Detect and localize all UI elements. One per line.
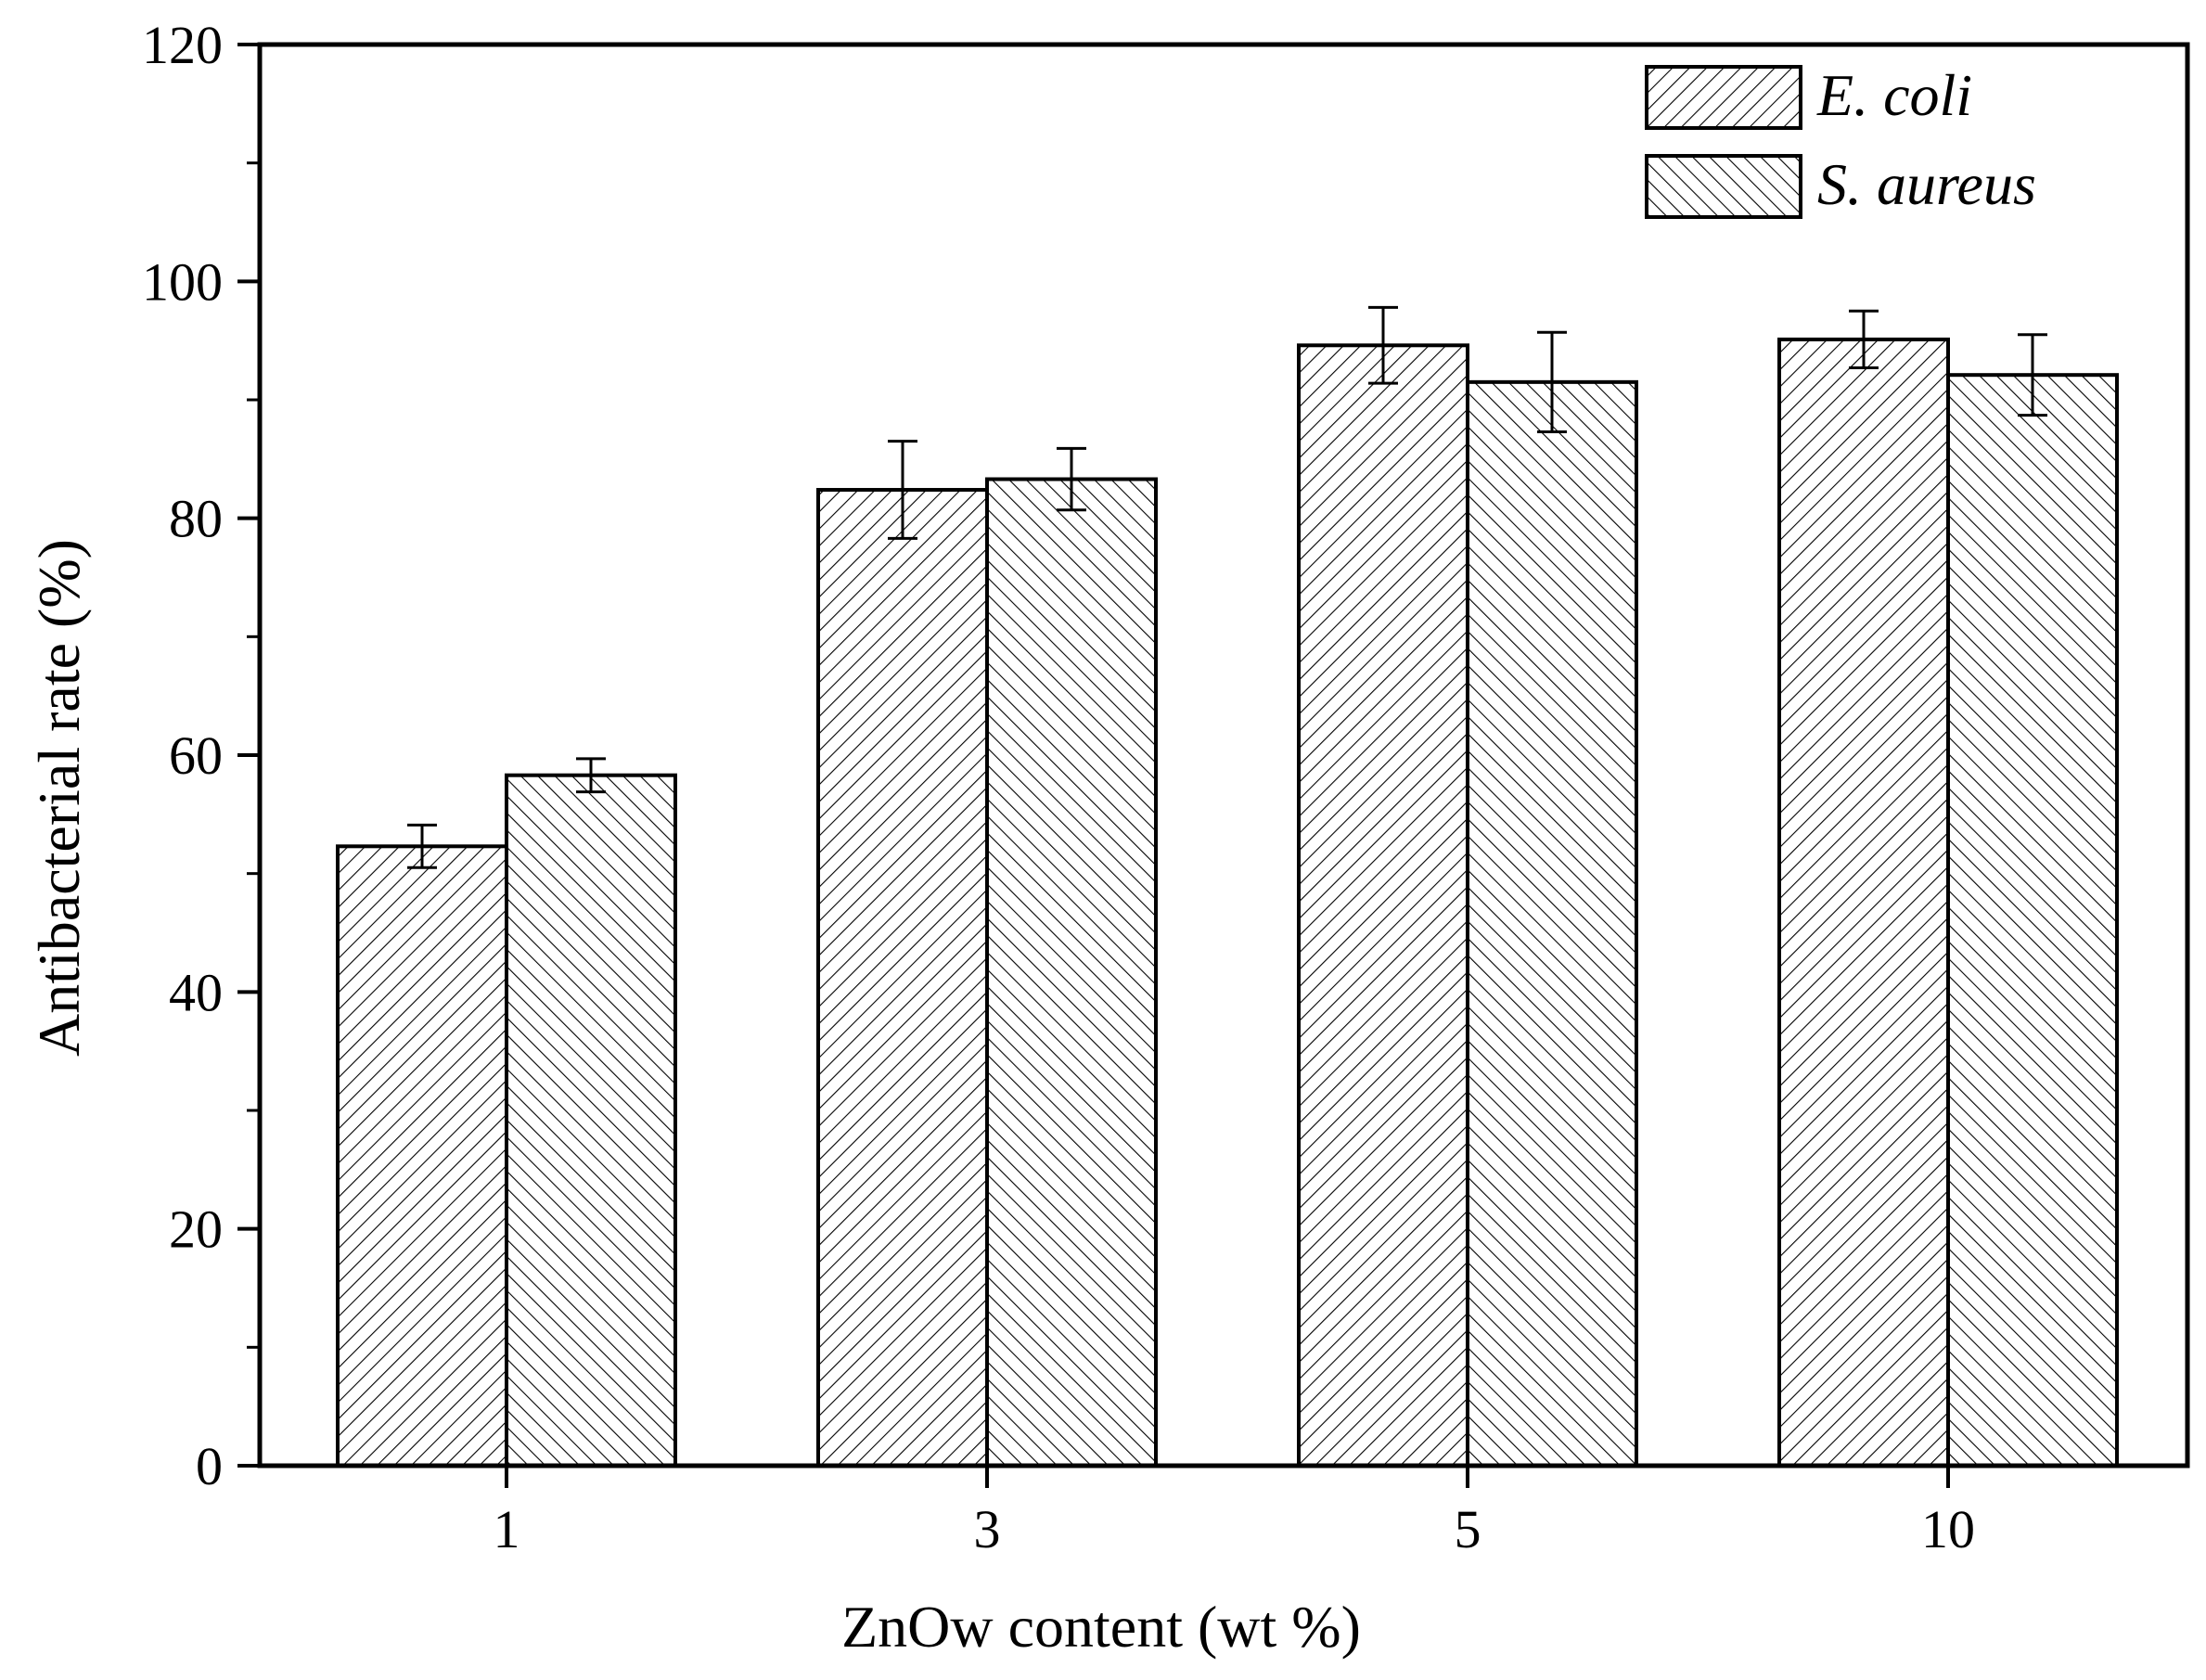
legend-label: S. aureus bbox=[1817, 151, 2036, 217]
error-bar-s-aureus-1 bbox=[576, 757, 606, 794]
error-bars-layer bbox=[407, 305, 2047, 869]
x-tick-label: 3 bbox=[974, 1499, 1001, 1559]
bar-e-coli-10 bbox=[1777, 337, 1950, 1468]
error-bar-e-coli-5 bbox=[1368, 305, 1398, 385]
error-bar-s-aureus-3 bbox=[1057, 446, 1086, 512]
y-tick-label: 60 bbox=[169, 725, 223, 786]
error-bar-e-coli-3 bbox=[888, 440, 917, 540]
x-tick-label: 5 bbox=[1455, 1499, 1481, 1559]
error-bar-e-coli-1 bbox=[407, 823, 437, 869]
legend-swatch bbox=[1645, 65, 1802, 130]
legend-item-s-aureus: S. aureus bbox=[1645, 151, 2036, 219]
tick-labels-layer: 0 20 40 60 80 100 120 1 3 5 10 bbox=[142, 15, 1975, 1559]
bar-e-coli-1 bbox=[336, 844, 508, 1468]
bars-layer bbox=[336, 337, 2119, 1468]
bar-e-coli-5 bbox=[1297, 343, 1469, 1468]
y-tick-label: 40 bbox=[169, 962, 223, 1022]
bar-s-aureus-1 bbox=[505, 773, 677, 1468]
legend: E. coli S. aureus bbox=[1645, 62, 2036, 219]
y-tick-label: 80 bbox=[169, 489, 223, 549]
x-tick-label: 10 bbox=[1921, 1499, 1975, 1559]
error-bar-s-aureus-5 bbox=[1537, 330, 1567, 433]
bar-e-coli-3 bbox=[816, 488, 989, 1468]
bar-s-aureus-3 bbox=[985, 477, 1158, 1468]
y-tick-label: 120 bbox=[142, 15, 223, 75]
y-tick-label: 0 bbox=[196, 1436, 223, 1496]
error-bar-e-coli-10 bbox=[1849, 309, 1879, 370]
axes-layer bbox=[237, 42, 2190, 1488]
x-axis-label: ZnOw content (wt %) bbox=[841, 1594, 1361, 1660]
y-tick-label: 20 bbox=[169, 1199, 223, 1260]
bar-s-aureus-5 bbox=[1466, 379, 1638, 1468]
y-tick-label: 100 bbox=[142, 251, 223, 312]
error-bar-s-aureus-10 bbox=[2018, 333, 2047, 417]
legend-swatch bbox=[1645, 154, 1802, 219]
y-axis-label: Antibacterial rate (%) bbox=[26, 539, 92, 1057]
x-tick-label: 1 bbox=[494, 1499, 520, 1559]
legend-item-e-coli: E. coli bbox=[1645, 62, 1972, 130]
bar-s-aureus-10 bbox=[1946, 373, 2119, 1468]
legend-label: E. coli bbox=[1816, 62, 1972, 128]
